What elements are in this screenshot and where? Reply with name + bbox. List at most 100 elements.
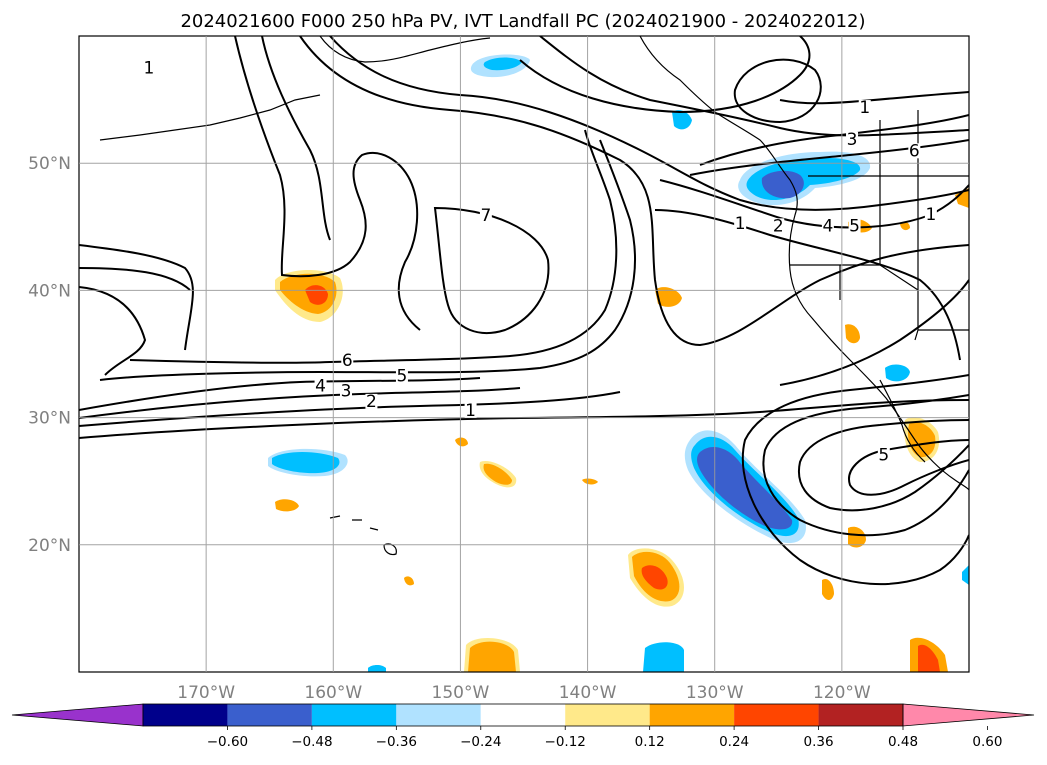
lat-tick-label: 20°N [28,536,71,556]
pv-contour-ne [654,209,961,361]
contour-label: 5 [878,445,889,465]
contour-label-halo [858,100,871,116]
pv-contour-trough [261,36,331,241]
colorbar-extend-high [902,703,1035,727]
anomaly-shade-orange [822,578,834,600]
anomaly-shade-red-orange [918,644,940,672]
anomaly-shade-blue [483,57,522,71]
lon-tick-label: 170°W [177,683,235,703]
longitude-tick-labels: 170°W 160°W 150°W 140°W 130°W 120°W [177,683,871,703]
anomaly-shade-orange [468,641,516,672]
lon-tick-label: 120°W [813,683,871,703]
contour-label-halo [395,368,408,384]
anomaly-shade-orange [845,324,860,344]
colorbar-segment [227,704,312,726]
alaska-coast [319,36,491,63]
contour-label-halo [464,402,477,418]
pv-contour-se-loop [797,419,969,512]
lon-tick-label: 130°W [686,683,744,703]
shaded-anomalies [268,54,969,672]
contour-label: 4 [315,377,326,397]
contour-label: 5 [397,366,408,386]
pv-contour-se-loop [741,374,969,586]
contour-label-halo [848,218,861,234]
pv-contour-ne [699,114,969,166]
colorbar-extend-low [11,703,144,727]
figure-title: 2024021600 F000 250 hPa PV, IVT Landfall… [180,11,865,32]
map-panel [78,35,970,673]
pv-contour-5 [99,139,636,381]
colorbar-tick-label: −0.24 [460,734,501,750]
pv-contour-se-loop [762,394,969,537]
colorbar-segment [311,704,397,726]
contour-label: 5 [849,216,860,236]
contour-label-halo [877,447,890,463]
anomaly-shade-orange [900,221,910,231]
contour-label-halo [772,218,785,234]
anomaly-shade-orange [655,287,682,307]
colorbar-tick-label: 0.60 [972,734,1002,750]
pv-contour-2 [79,391,621,427]
aleutians [99,94,321,141]
pv-contour-1 [79,399,969,439]
anomaly-shade-orange [848,526,866,548]
contour-label-halo [314,378,327,394]
contour-label-halo [908,143,921,159]
anomaly-shade-blue [885,364,910,382]
pv-contour-closed-ne [733,58,822,124]
anomaly-shade-orange [955,188,969,208]
pv-contour-7 [433,206,550,334]
anomaly-shade-blue [368,665,386,672]
colorbar-tick-label: 0.48 [888,734,918,750]
pv-contour-west-loop [79,267,191,291]
contour-label-halo [142,60,155,76]
latitude-tick-labels: 50°N 40°N 30°N 20°N [28,154,71,556]
pv-contour-ridge [329,36,969,211]
contour-label-halo [821,218,834,234]
contour-label: 1 [925,205,936,225]
contour-label: 3 [341,382,352,402]
colorbar-segment [649,704,735,726]
lat-tick-label: 50°N [28,154,71,174]
contour-label-halo [365,393,378,409]
colorbar-tick-label: −0.36 [376,734,417,750]
colorbar-tick-label: −0.48 [291,734,332,750]
gridlines [79,36,969,672]
contour-label: 6 [342,351,353,371]
pv-contour-6 [129,129,618,364]
contour-label: 1 [859,98,870,118]
pv-contour-ridge [539,36,969,137]
pv-contour-trough [234,36,421,331]
colorbar-segment [480,704,566,726]
pv-contour-1-north [779,91,969,105]
anomaly-shade-dark-blue [761,170,804,199]
colorbar-tick-label: −0.60 [207,734,248,750]
contour-label-halo [479,208,492,224]
colorbar: −0.60 −0.48 −0.36 −0.24 −0.12 0.12 0.24 0.36 0.4… [11,703,1035,750]
pv-contour-ne [689,139,969,176]
anomaly-shade-red-orange [641,565,668,590]
pv-contour-se-loop [848,439,969,496]
anomaly-shade-blue [272,452,340,474]
anomaly-shade-blue [962,565,969,585]
contour-label: 1 [144,59,155,79]
colorbar-segment [143,704,228,726]
colorbar-tick-label: 0.36 [804,734,834,750]
pv-contour-west-loop [79,244,194,351]
anomaly-shade-orange [908,422,936,458]
anomaly-shade-orange [275,499,299,512]
contour-label: 2 [366,392,377,412]
map-frame [78,35,970,673]
colorbar-outline [142,703,904,727]
pv-contours [79,36,969,586]
anomaly-shade-orange [483,463,512,485]
baja-coastline [879,379,926,463]
pv-contour-se-loop [779,279,969,386]
anomaly-shade-dark-blue [697,446,793,530]
anomaly-shade-blue [672,110,692,130]
anomaly-shade-blue [643,642,684,672]
contour-label-halo [846,131,859,147]
contour-label: 2 [773,216,784,236]
colorbar-segment [818,704,903,726]
